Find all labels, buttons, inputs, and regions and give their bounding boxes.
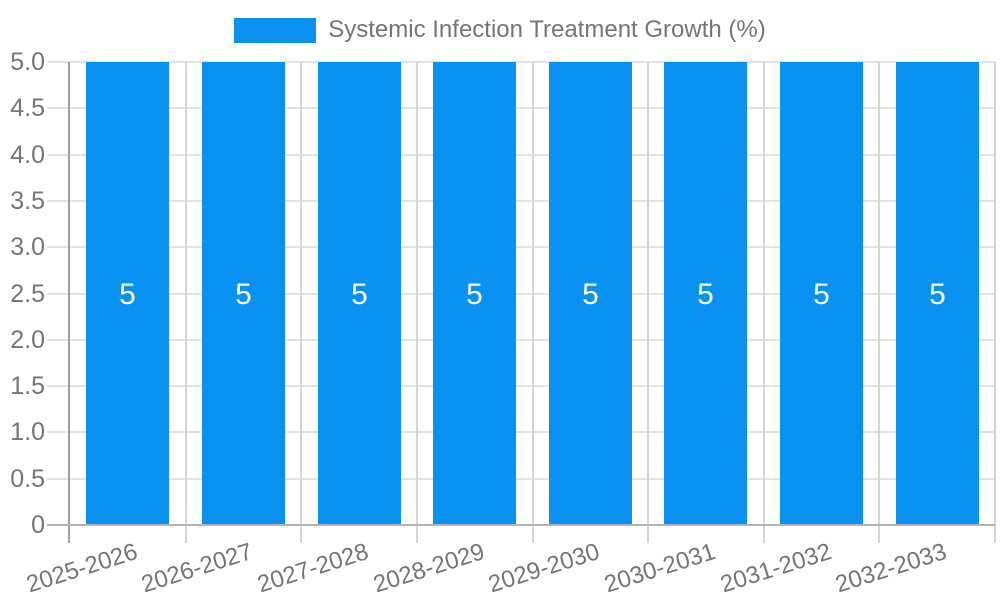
bar <box>549 62 632 525</box>
bar-value-label: 5 <box>813 277 830 311</box>
v-gridline <box>647 62 650 543</box>
bar <box>318 62 401 525</box>
bar <box>896 62 979 525</box>
y-tick-label: 0 <box>31 511 45 539</box>
h-gridline <box>47 385 995 388</box>
bar <box>433 62 516 525</box>
h-gridline <box>47 61 995 63</box>
bar-value-label: 5 <box>119 277 136 311</box>
h-gridline <box>47 431 995 434</box>
legend-swatch <box>234 17 317 43</box>
bar <box>664 62 747 525</box>
v-gridline <box>415 62 418 543</box>
v-gridline <box>878 62 881 543</box>
h-gridline <box>47 199 995 202</box>
y-tick-label: 4.0 <box>10 140 45 169</box>
y-axis-line <box>68 62 70 543</box>
bar <box>86 62 169 525</box>
y-tick-label: 2.0 <box>10 325 45 354</box>
h-gridline <box>47 153 995 156</box>
h-gridline <box>47 292 995 295</box>
bar-value-label: 5 <box>697 277 714 311</box>
y-tick-label: 1.0 <box>10 418 45 447</box>
v-gridline <box>184 62 187 543</box>
h-gridline <box>47 107 995 110</box>
bar-value-label: 5 <box>235 277 252 311</box>
bar <box>780 62 863 525</box>
h-gridline <box>47 477 995 480</box>
v-gridline <box>531 62 534 543</box>
y-tick-label: 4.5 <box>10 94 45 123</box>
v-gridline <box>762 62 765 543</box>
h-gridline <box>47 246 995 249</box>
v-gridline <box>994 62 996 543</box>
y-tick-label: 0.5 <box>10 464 45 493</box>
y-tick-label: 3.0 <box>10 233 45 262</box>
bar-value-label: 5 <box>582 277 599 311</box>
y-tick-label: 3.5 <box>10 186 45 215</box>
bar-value-label: 5 <box>351 277 368 311</box>
bar-value-label: 5 <box>929 277 946 311</box>
y-tick-label: 2.5 <box>10 279 45 308</box>
bar <box>202 62 285 525</box>
y-tick-label: 1.5 <box>10 372 45 401</box>
legend: Systemic Infection Treatment Growth (%) <box>0 16 1000 44</box>
x-axis-line <box>47 524 995 526</box>
h-gridline <box>47 338 995 341</box>
y-tick-label: 5.0 <box>10 48 45 76</box>
legend-label: Systemic Infection Treatment Growth (%) <box>328 16 766 43</box>
bar-value-label: 5 <box>466 277 483 311</box>
v-gridline <box>300 62 303 543</box>
